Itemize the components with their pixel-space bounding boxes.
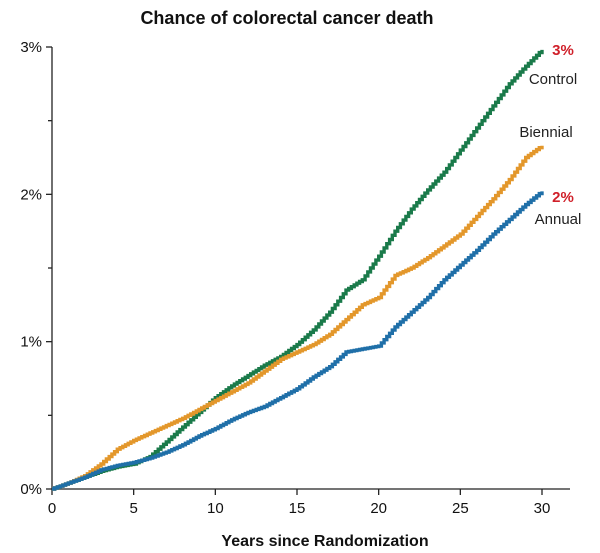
series-label-annual: Annual — [535, 211, 582, 228]
x-tick-label: 10 — [207, 500, 224, 517]
series-label-biennial: Biennial — [519, 124, 572, 141]
x-tick-label: 20 — [370, 500, 387, 517]
y-tick-label: 0% — [20, 481, 42, 498]
chart-title: Chance of colorectal cancer death — [140, 8, 433, 28]
end-value-label-annual: 2% — [552, 189, 574, 206]
x-axis-label: Years since Randomization — [221, 533, 428, 550]
y-tick-label: 3% — [20, 39, 42, 56]
x-tick-label: 30 — [534, 500, 551, 517]
series-line-annual — [52, 191, 544, 491]
y-tick-label: 1% — [20, 334, 42, 351]
x-tick-label: 5 — [129, 500, 137, 517]
x-tick-label: 15 — [289, 500, 306, 517]
end-value-label-control: 3% — [552, 42, 574, 59]
plot-area: 0% 1% 2% 3% 0 5 10 15 20 25 30 Control 3% Biennial Ann… — [20, 39, 581, 517]
x-tick-label: 25 — [452, 500, 469, 517]
y-tick-label: 2% — [20, 186, 42, 203]
x-tick-label: 0 — [48, 500, 56, 517]
series-line-biennial — [52, 145, 544, 491]
series-line-control — [52, 49, 544, 491]
series-label-control: Control — [529, 71, 577, 88]
